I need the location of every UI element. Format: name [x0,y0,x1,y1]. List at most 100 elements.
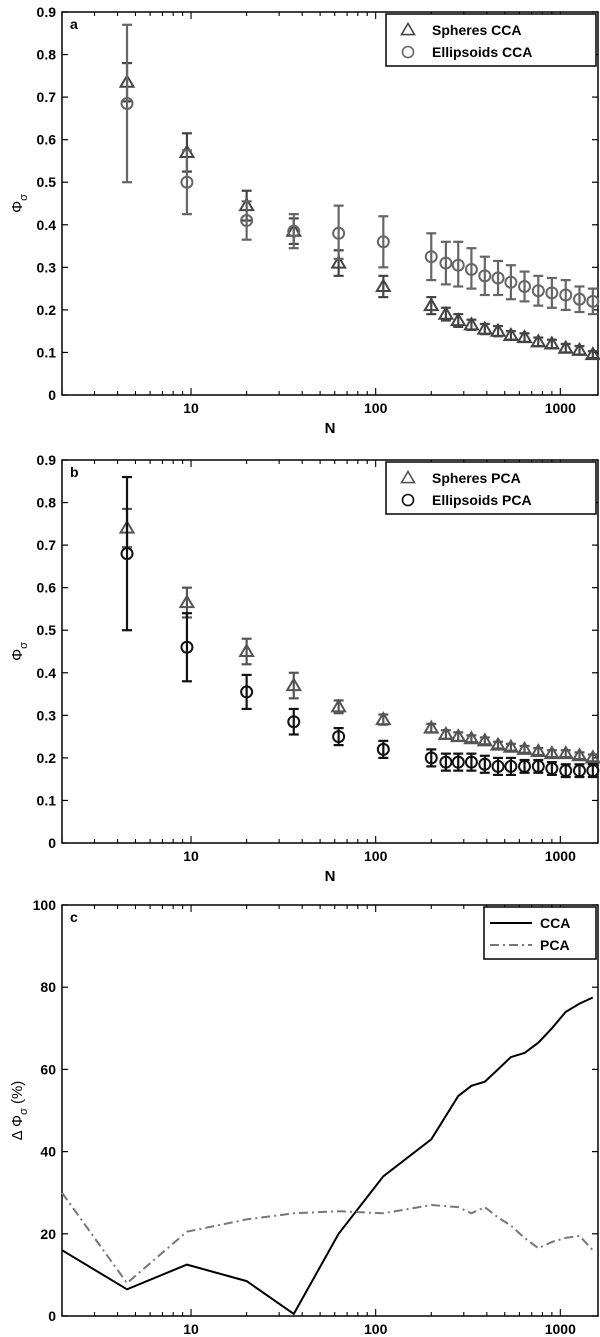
x-tick-label: 100 [364,400,388,416]
data-point-triangle [530,333,547,348]
data-point-circle [376,235,390,249]
data-point-circle [439,755,453,769]
data-point-circle [572,292,586,306]
y-tick-label: 0.1 [37,792,57,808]
data-point-circle [518,759,532,773]
data-point-circle [376,742,390,756]
data-point-circle [531,759,545,773]
data-point-triangle [584,749,600,764]
data-point-triangle [543,745,561,760]
y-tick-label: 0.8 [37,495,57,511]
legend-label: Ellipsoids CCA [432,44,532,60]
y-tick-label: 0.7 [37,537,57,553]
data-point-triangle [463,316,480,331]
series-cca [61,996,594,1316]
y-tick-label: 60 [40,1061,56,1077]
data-point-circle [572,764,586,778]
data-point-circle [180,175,194,189]
series-spheres-pca [118,507,600,764]
data-point-circle [545,286,559,300]
y-tick-label: 0.5 [37,174,57,190]
y-tick-label: 0.2 [37,302,57,318]
legend-box [385,461,597,515]
x-tick-label: 1000 [545,400,576,416]
y-tick-label: 0.3 [37,259,57,275]
data-point-circle [504,759,518,773]
legend-marker-triangle [400,469,416,484]
panel-a: 0 0.1 0.2 0.3 0.4 0.5 0.6 0.7 0.8 0.9 10 100 1000 N Φσ… [9,4,600,437]
data-point-circle [120,547,134,561]
x-axis-label: N [325,420,336,437]
axes-frame [61,459,599,844]
series-line [61,1192,594,1285]
data-point-triangle [476,732,494,747]
data-point-triangle [238,643,255,658]
y-tick-label: 20 [40,1226,56,1242]
data-point-circle [531,284,545,298]
y-tick-label: 0.7 [37,89,57,105]
x-tick-label: 100 [364,1321,388,1337]
y-tick-label: 0.4 [37,217,57,233]
x-axis-label: N [325,868,336,885]
data-point-circle [240,214,254,228]
data-point-circle [559,288,573,302]
series-pca [61,1192,594,1285]
y-tick-label: 0.5 [37,622,57,638]
legend-marker-triangle [400,21,416,36]
data-point-triangle [571,341,588,356]
legend-marker-circle [401,45,415,59]
data-point-circle [545,762,559,776]
data-point-triangle [557,339,574,354]
legend-label: Spheres CCA [432,22,521,38]
panel-label: a [70,16,78,32]
y-tick-label: 0.6 [37,580,57,596]
data-point-triangle [516,740,533,755]
data-point-triangle [330,698,347,713]
data-point-circle [491,759,505,773]
data-point-circle [491,271,505,285]
legend-box [483,906,597,960]
data-point-circle [451,258,465,272]
x-tick-label: 10 [183,400,199,416]
y-tick-label: 0 [48,1308,56,1324]
y-axis-label: Δ Φσ (%) [9,1081,30,1141]
y-tick-label: 0.4 [37,665,57,681]
data-point-circle [424,751,438,765]
data-point-circle [464,262,478,276]
data-point-triangle [584,346,600,361]
x-tick-label: 100 [364,848,388,864]
data-point-triangle [543,335,561,350]
legend: Spheres CCA Ellipsoids CCA [385,13,597,67]
data-point-circle [518,279,532,293]
legend-label: Ellipsoids PCA [432,492,532,508]
data-point-triangle [423,297,440,312]
legend: CCA PCA [483,906,597,960]
data-point-circle [586,764,600,778]
data-point-circle [287,224,301,238]
legend-marker-circle [401,493,415,507]
data-point-triangle [530,743,547,758]
data-point-triangle [449,728,467,743]
y-tick-label: 0.9 [37,452,57,468]
legend-label: Spheres PCA [432,470,521,486]
data-point-triangle [375,711,392,726]
series-ellipsoids-pca [120,475,600,779]
data-point-triangle [557,745,574,760]
data-point-triangle [423,719,440,734]
data-point-circle [504,275,518,289]
data-point-circle [451,755,465,769]
y-tick-label: 0.9 [37,4,57,20]
data-point-triangle [502,326,520,341]
panel-b: 0 0.1 0.2 0.3 0.4 0.5 0.6 0.7 0.8 0.9 10 100 1000 N Φσ… [9,452,600,885]
data-point-triangle [449,312,467,327]
data-point-circle [287,715,301,729]
x-tick-label: 1000 [545,848,576,864]
data-point-circle [180,640,194,654]
data-point-triangle [502,738,520,753]
data-point-triangle [463,730,480,745]
data-point-triangle [489,322,507,337]
legend-box [385,13,597,67]
data-point-triangle [516,329,533,344]
